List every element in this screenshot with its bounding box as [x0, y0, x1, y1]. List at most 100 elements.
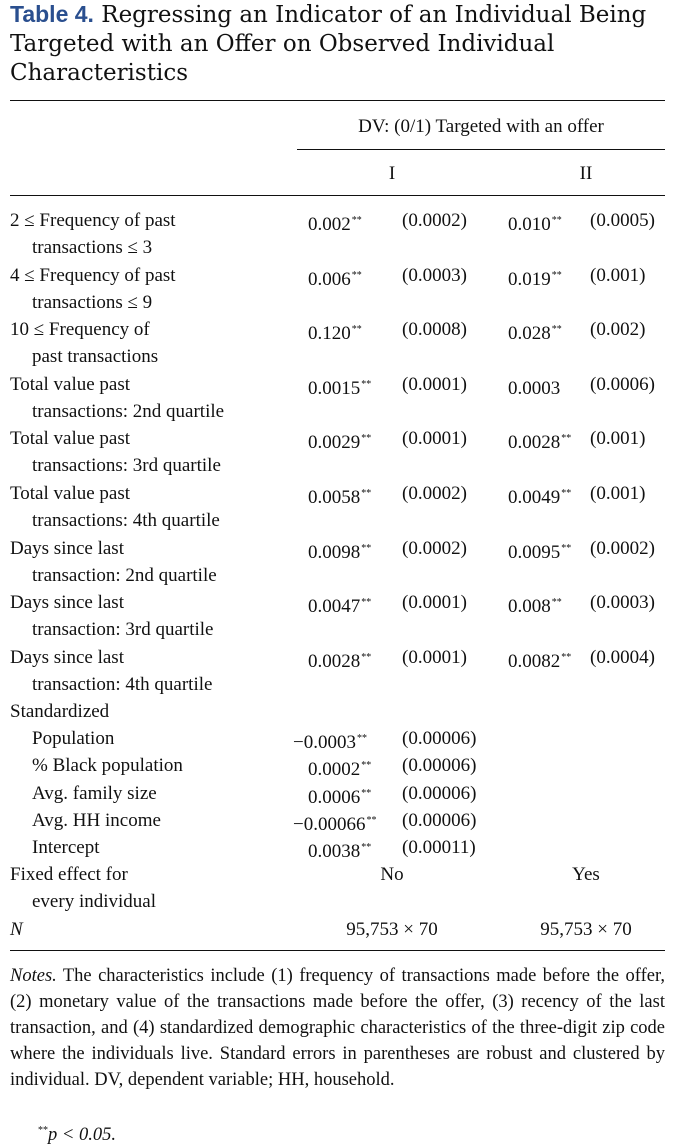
- se-col2: (0.0006): [590, 371, 655, 398]
- standardized-row-label: Avg. HH income: [32, 810, 161, 831]
- row-label: 2 ≤ Frequency of past transactions ≤ 3: [10, 207, 176, 261]
- row-label-line2: transactions: 4th quartile: [32, 510, 220, 531]
- se-col2-value: (0.0003): [590, 592, 655, 613]
- coef-col2-value: 0.0095: [508, 542, 561, 563]
- coef-col2: 0.0095**: [508, 535, 571, 566]
- significance-star: **: [361, 652, 372, 663]
- coef-col1: 0.0029**: [308, 425, 371, 456]
- se-col2-value: (0.002): [590, 319, 646, 340]
- row-label: Days since last transaction: 4th quartile: [10, 644, 212, 698]
- standardized-row-label: Avg. family size: [32, 783, 157, 804]
- se-col1-value: (0.0003): [402, 265, 467, 286]
- row-label: 4 ≤ Frequency of past transactions ≤ 9: [10, 262, 176, 316]
- se-col2: (0.0003): [590, 589, 655, 616]
- coef-col2: 0.008**: [508, 589, 562, 620]
- dv-header: DV: (0/1) Targeted with an offer: [358, 116, 604, 137]
- significance-star: **: [366, 815, 377, 826]
- significance-star: **: [551, 324, 562, 335]
- row-label-line2: transactions ≤ 3: [32, 237, 153, 258]
- se-col1: (0.0001): [402, 425, 467, 452]
- coef-col2-value: 0.008: [508, 596, 551, 617]
- fixed-effect-label-line2: every individual: [32, 891, 156, 912]
- significance-star: **: [361, 597, 372, 608]
- coef-col1-value: 0.0015: [308, 378, 361, 399]
- n-col2: 95,753 × 70: [540, 919, 632, 940]
- se-col2: (0.001): [590, 480, 645, 507]
- significance-star: **: [361, 379, 372, 390]
- coef-col2: 0.0003: [508, 371, 561, 402]
- se-col1: (0.00006): [402, 783, 477, 804]
- coef-col1: 0.0028**: [308, 644, 371, 675]
- coef-col2-value: 0.0049: [508, 487, 561, 508]
- coef-col1-value: 0.0006: [308, 787, 361, 808]
- coef-col1-value: 0.0002: [308, 759, 361, 780]
- standardized-row-label: % Black population: [32, 755, 183, 776]
- fixed-effect-label: Fixed effect for every individual: [10, 861, 156, 915]
- fixed-effect-col1: No: [380, 864, 404, 885]
- significance-text: p < 0.05.: [48, 1125, 116, 1145]
- se-col2-value: (0.0005): [590, 210, 655, 231]
- se-col1: (0.0001): [402, 371, 467, 398]
- significance-star: **: [361, 488, 372, 499]
- row-label-line2: past transactions: [32, 346, 159, 367]
- se-col1: (0.0002): [402, 207, 467, 234]
- se-col2: (0.0004): [590, 644, 655, 671]
- coef-col1: 0.0006**: [308, 780, 371, 811]
- row-label: Total value past transactions: 3rd quarti…: [10, 425, 221, 479]
- coef-col1-value: −0.00066: [293, 814, 366, 835]
- coef-col1-value: 0.0058: [308, 487, 361, 508]
- coef-col1-value: 0.006: [308, 269, 351, 290]
- row-label: Total value past transactions: 4th quarti…: [10, 480, 220, 534]
- coef-col1-value: 0.0047: [308, 596, 361, 617]
- coef-col1-value: 0.0038: [308, 841, 361, 862]
- se-col2: (0.001): [590, 262, 645, 289]
- significance-star: **: [361, 543, 372, 554]
- significance-star: **: [351, 324, 362, 335]
- row-label-line1: Total value past: [10, 374, 131, 395]
- row-label: Days since last transaction: 2nd quartile: [10, 535, 217, 589]
- coef-col1-value: 0.120: [308, 323, 351, 344]
- row-label-line2: transaction: 3rd quartile: [32, 619, 214, 640]
- coef-col2: 0.010**: [508, 207, 562, 238]
- coef-col2-value: 0.019: [508, 269, 551, 290]
- row-label-line1: 4 ≤ Frequency of past: [10, 265, 176, 286]
- coef-col1: −0.00066**: [293, 807, 376, 838]
- coef-col2: 0.0082**: [508, 644, 571, 675]
- coef-col2-value: 0.0028: [508, 432, 561, 453]
- significance-star: **: [561, 652, 572, 663]
- row-label: 10 ≤ Frequency of past transactions: [10, 316, 158, 370]
- se-col2-value: (0.001): [590, 483, 646, 504]
- coef-col1-value: −0.0003: [293, 732, 356, 753]
- se-col1-value: (0.0001): [402, 592, 467, 613]
- row-label-line1: 10 ≤ Frequency of: [10, 319, 150, 340]
- n-label: N: [10, 919, 23, 940]
- row-label-line2: transactions ≤ 9: [32, 292, 153, 313]
- coef-col1: 0.0015**: [308, 371, 371, 402]
- significance-star: **: [361, 788, 372, 799]
- se-col2-value: (0.001): [590, 265, 646, 286]
- fixed-effect-label-line1: Fixed effect for: [10, 864, 128, 885]
- standardized-row-label: Intercept: [32, 837, 100, 858]
- se-col2-value: (0.0004): [590, 647, 655, 668]
- se-col1: (0.0001): [402, 589, 467, 616]
- se-col1: (0.0002): [402, 535, 467, 562]
- coef-col1: 0.0038**: [308, 834, 371, 865]
- coef-col2: 0.019**: [508, 262, 562, 293]
- significance-star: **: [361, 433, 372, 444]
- n-col1: 95,753 × 70: [346, 919, 438, 940]
- se-col1-value: (0.0001): [402, 647, 467, 668]
- table-notes: Notes. The characteristics include (1) f…: [10, 963, 665, 1093]
- notes-label: Notes.: [10, 966, 57, 986]
- header-subrule: [297, 149, 665, 150]
- row-label-line2: transaction: 4th quartile: [32, 674, 213, 695]
- se-col1-value: (0.0001): [402, 428, 467, 449]
- column-header-II: II: [579, 163, 593, 184]
- se-col2-value: (0.0002): [590, 538, 655, 559]
- significance-star: **: [351, 215, 362, 226]
- significance-star: **: [551, 270, 562, 281]
- se-col2: (0.002): [590, 316, 645, 343]
- coef-col1: 0.002**: [308, 207, 362, 238]
- se-col1: (0.0008): [402, 316, 467, 343]
- table-title: Regressing an Indicator of an Individual…: [10, 2, 647, 86]
- coef-col2: 0.0049**: [508, 480, 571, 511]
